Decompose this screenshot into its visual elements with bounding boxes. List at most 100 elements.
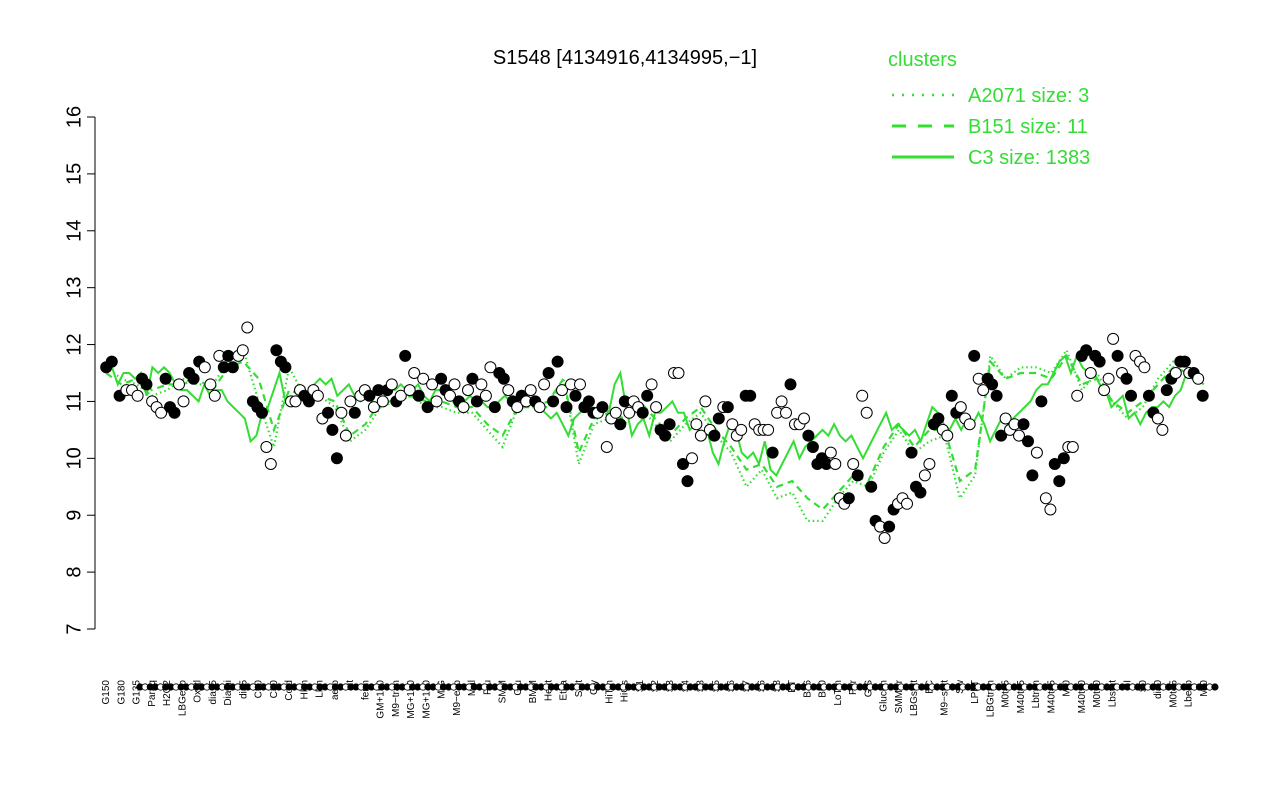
data-point	[663, 418, 676, 431]
data-point	[1084, 367, 1097, 379]
data-point	[659, 429, 672, 442]
y-tick-label-7: 7	[63, 623, 85, 634]
data-point	[860, 406, 873, 419]
data-point	[348, 406, 361, 419]
x-tick-label: HiTm	[604, 680, 615, 704]
data-point	[569, 389, 582, 402]
y-tick-label-12: 12	[63, 333, 85, 355]
series-line-dotted	[105, 347, 1205, 523]
data-point	[829, 458, 842, 470]
x-tick-label: M0t45	[1168, 680, 1179, 708]
data-point	[289, 395, 302, 408]
data-point	[686, 452, 698, 465]
data-point	[999, 412, 1012, 425]
data-point	[173, 378, 185, 391]
data-point	[1013, 429, 1025, 442]
data-point	[784, 378, 797, 391]
x-tick-label: Diami	[223, 680, 234, 706]
x-tick-label: M0t90	[1092, 680, 1103, 708]
data-point	[977, 384, 990, 397]
x-tick-label: Lbtran	[1031, 680, 1042, 708]
data-point	[712, 412, 725, 425]
data-point	[538, 378, 551, 391]
data-point	[330, 452, 343, 465]
data-point	[1026, 469, 1039, 482]
data-point	[596, 401, 609, 414]
data-point	[484, 361, 497, 374]
data-point	[1093, 355, 1106, 368]
data-point	[542, 367, 555, 379]
data-point	[1142, 389, 1155, 402]
data-point	[264, 458, 277, 470]
data-point	[470, 395, 483, 408]
data-point	[923, 458, 936, 470]
data-point	[1156, 423, 1169, 436]
data-point	[851, 469, 864, 482]
legend-entry-c3: C3 size: 1383	[968, 147, 1090, 169]
data-point	[1102, 372, 1115, 385]
x-tick-label: M9−exp	[452, 680, 463, 716]
data-point	[270, 344, 283, 357]
data-point	[426, 378, 439, 391]
x-axis: G150 G180 G135 Paraq H2O2 LBGexp Oxctl dia15 Dia…	[101, 679, 1219, 719]
x-tick-label: Lbexp	[1184, 680, 1195, 708]
data-point	[609, 406, 622, 419]
data-point	[551, 355, 564, 368]
data-point	[1107, 332, 1120, 345]
data-point	[735, 423, 748, 436]
x-tick-label: MG+150	[406, 680, 417, 719]
y-tick-label-16: 16	[63, 106, 85, 128]
data-point	[681, 475, 694, 488]
x-tick-label: Etha	[559, 680, 570, 701]
data-point	[376, 395, 389, 408]
data-point	[204, 378, 217, 391]
data-point	[775, 395, 788, 408]
data-point	[766, 446, 779, 459]
data-point	[645, 378, 658, 391]
data-point	[226, 361, 239, 374]
data-point	[1071, 389, 1084, 402]
data-point	[856, 389, 869, 402]
y-tick-label-14: 14	[63, 220, 85, 242]
x-tick-label: H2O2	[162, 680, 173, 707]
x-tick-label: M40t90	[1077, 680, 1088, 714]
data-point	[968, 349, 981, 362]
data-point	[954, 401, 967, 414]
data-point	[1178, 355, 1191, 368]
data-point	[690, 418, 703, 431]
data-point	[385, 378, 398, 391]
data-point	[547, 395, 560, 408]
data-point	[421, 401, 434, 414]
data-point	[279, 361, 292, 374]
legend-title: clusters	[888, 49, 957, 71]
data-point	[914, 486, 927, 499]
data-point	[694, 429, 707, 442]
y-tick-label-8: 8	[63, 567, 85, 578]
x-tick-label: M9−stat	[940, 680, 951, 716]
data-point	[131, 389, 144, 402]
data-point	[105, 355, 118, 368]
data-point	[222, 349, 235, 362]
legend-entry-a2071: A2071 size: 3	[968, 85, 1089, 107]
data-point	[236, 344, 249, 357]
x-tick-label: Lbstat	[1107, 680, 1118, 707]
data-point	[1151, 412, 1164, 425]
data-point	[1053, 475, 1066, 488]
series-line-dashed	[105, 353, 1205, 511]
x-tick-label: LBGtran	[985, 680, 996, 717]
x-tick-label: M40t45	[1046, 680, 1057, 714]
data-point	[990, 389, 1003, 402]
data-point	[367, 401, 380, 414]
data-point	[394, 389, 407, 402]
data-point	[726, 418, 739, 431]
data-point	[574, 378, 586, 391]
data-point	[641, 389, 654, 402]
legend: clusters A2071 size: 3 B151 size: 11 C3 …	[888, 49, 1090, 169]
series-lines	[105, 347, 1205, 523]
x-tick-label: GM+150	[376, 680, 387, 719]
data-point	[883, 520, 896, 533]
data-point	[260, 441, 273, 453]
data-point	[502, 384, 515, 397]
data-point	[255, 406, 268, 419]
data-point	[1057, 452, 1070, 465]
